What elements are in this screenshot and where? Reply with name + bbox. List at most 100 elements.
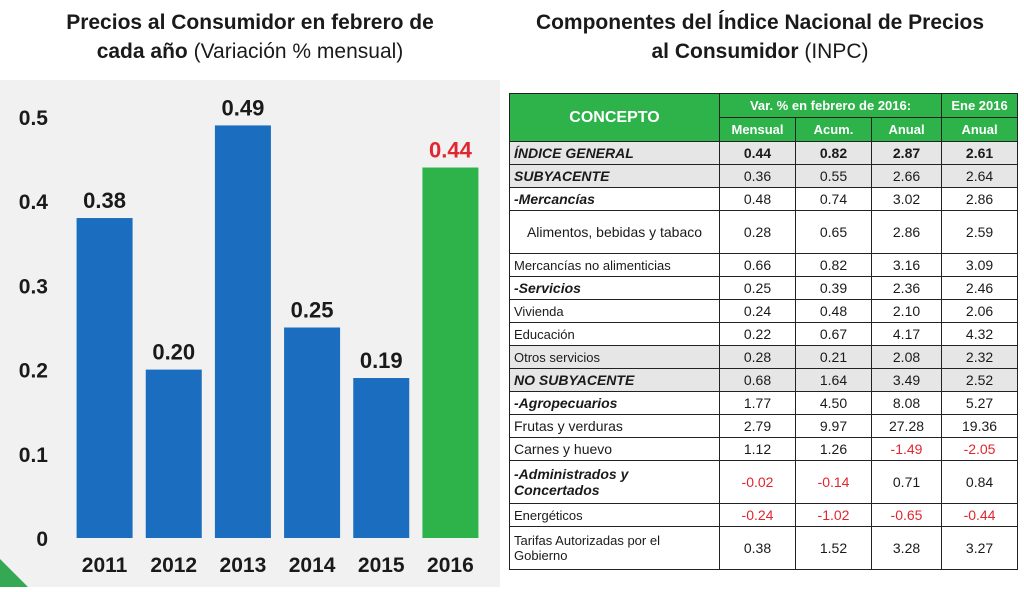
row-value: 1.52 (795, 526, 872, 570)
bar-chart-panel: 0 0.1 0.2 0.3 0.4 0.5 0.38 2011 0.20 2012 0.49 2013… (0, 80, 500, 587)
row-value: 2.08 (870, 345, 943, 369)
table-row: -Servicios 0.25 0.39 2.36 2.46 (509, 276, 1019, 300)
row-value: 0.22 (719, 322, 796, 346)
table-row: Alimentos, bebidas y tabaco 0.28 0.65 2.86 2… (509, 210, 1019, 254)
row-label: SUBYACENTE (509, 164, 720, 188)
row-value: 2.46 (941, 276, 1019, 300)
row-label: Frutas y verduras (509, 414, 720, 438)
row-value: 0.74 (795, 187, 872, 211)
table-row: SUBYACENTE 0.36 0.55 2.66 2.64 (509, 164, 1019, 188)
bar-value-label: 0.19 (360, 348, 403, 373)
row-value: 2.10 (870, 299, 943, 323)
left-chart-title: Precios al Consumidor en febrero de cada… (40, 8, 460, 66)
bar-value-label: 0.38 (83, 188, 126, 213)
row-value: 2.79 (719, 414, 796, 438)
row-value: 1.64 (795, 368, 872, 392)
row-value: 0.82 (795, 141, 872, 165)
row-value: 2.66 (870, 164, 943, 188)
row-value: 4.17 (870, 322, 943, 346)
row-value: 3.09 (941, 253, 1019, 277)
row-value: 2.59 (941, 210, 1019, 254)
table-row: Energéticos -0.24 -1.02 -0.65 -0.44 (509, 503, 1019, 527)
row-value: 3.16 (870, 253, 943, 277)
x-category-label: 2011 (82, 554, 128, 577)
row-value: 3.49 (870, 368, 943, 392)
row-value: 0.71 (870, 460, 943, 504)
row-value: 4.32 (941, 322, 1019, 346)
row-value: 0.44 (719, 141, 796, 165)
right-title-bold: Componentes del Índice Nacional de Preci… (535, 11, 985, 63)
header-concept: CONCEPTO (509, 93, 720, 142)
x-category-label: 2014 (289, 554, 336, 577)
x-category-label: 2012 (150, 554, 197, 577)
row-value: -1.02 (795, 503, 872, 527)
row-value: -0.24 (719, 503, 796, 527)
row-label: Tarifas Autorizadas por el Gobierno (509, 526, 720, 570)
table-row: Frutas y verduras 2.79 9.97 27.28 19.36 (509, 414, 1019, 438)
y-tick-label: 0.2 (19, 360, 48, 383)
row-value: 1.77 (719, 391, 796, 415)
x-category-label: 2016 (427, 554, 474, 577)
row-label: Vivienda (509, 299, 720, 323)
row-label: Carnes y huevo (509, 437, 720, 461)
header-col-mensual: Mensual (719, 117, 796, 142)
row-value: 19.36 (941, 414, 1019, 438)
bar-value-label: 0.20 (152, 340, 195, 365)
row-value: 27.28 (870, 414, 943, 438)
row-value: 0.28 (719, 345, 796, 369)
row-label: -Servicios (509, 276, 720, 300)
row-value: 2.61 (941, 141, 1019, 165)
row-label: Otros servicios (509, 345, 720, 369)
row-value: 0.28 (719, 210, 796, 254)
x-category-label: 2013 (220, 554, 267, 577)
y-tick-label: 0.5 (19, 107, 49, 130)
row-value: 2.06 (941, 299, 1019, 323)
bar-2012 (145, 369, 202, 538)
row-value: 2.36 (870, 276, 943, 300)
inpc-table: CONCEPTO Var. % en febrero de 2016: Ene … (509, 93, 1019, 570)
bar-value-label: 0.25 (291, 298, 334, 323)
row-label: ÍNDICE GENERAL (509, 141, 720, 165)
row-label: -Mercancías (509, 187, 720, 211)
row-value: 0.36 (719, 164, 796, 188)
row-value: 2.86 (870, 210, 943, 254)
y-tick-label: 0.3 (19, 275, 48, 298)
row-label: Mercancías no alimenticias (509, 253, 720, 277)
row-value: 1.26 (795, 437, 872, 461)
header-group-jan: Ene 2016 (941, 93, 1019, 118)
row-value: 2.52 (941, 368, 1019, 392)
row-value: 0.67 (795, 322, 872, 346)
row-label: Educación (509, 322, 720, 346)
row-value: 0.38 (719, 526, 796, 570)
table-row: -Agropecuarios 1.77 4.50 8.08 5.27 (509, 391, 1019, 415)
y-tick-label: 0 (36, 528, 48, 551)
row-value: 0.48 (795, 299, 872, 323)
row-value: 3.27 (941, 526, 1019, 570)
left-title-bold: Precios al Consumidor en febrero de cada… (66, 11, 434, 63)
row-value: -1.49 (870, 437, 943, 461)
row-value: -0.02 (719, 460, 796, 504)
row-label: -Agropecuarios (509, 391, 720, 415)
row-value: 3.28 (870, 526, 943, 570)
bar-2015 (353, 378, 410, 538)
row-value: -2.05 (941, 437, 1019, 461)
table-row: Carnes y huevo 1.12 1.26 -1.49 -2.05 (509, 437, 1019, 461)
x-category-label: 2015 (358, 554, 405, 577)
row-value: 4.50 (795, 391, 872, 415)
row-label: Alimentos, bebidas y tabaco (509, 210, 720, 254)
row-value: 0.66 (719, 253, 796, 277)
row-value: 0.21 (795, 345, 872, 369)
table-row: Educación 0.22 0.67 4.17 4.32 (509, 322, 1019, 346)
bar-2011 (76, 218, 133, 539)
table-row: Tarifas Autorizadas por el Gobierno 0.38 1… (509, 526, 1019, 570)
row-value: -0.14 (795, 460, 872, 504)
row-label: Energéticos (509, 503, 720, 527)
row-value: 2.87 (870, 141, 943, 165)
y-tick-label: 0.1 (19, 444, 49, 467)
table-row: Vivienda 0.24 0.48 2.10 2.06 (509, 299, 1019, 323)
header-col-anual: Anual (870, 117, 943, 142)
table-row: ÍNDICE GENERAL 0.44 0.82 2.87 2.61 (509, 141, 1019, 165)
row-value: 0.82 (795, 253, 872, 277)
row-value: 0.24 (719, 299, 796, 323)
header-group-feb: Var. % en febrero de 2016: (718, 93, 943, 118)
